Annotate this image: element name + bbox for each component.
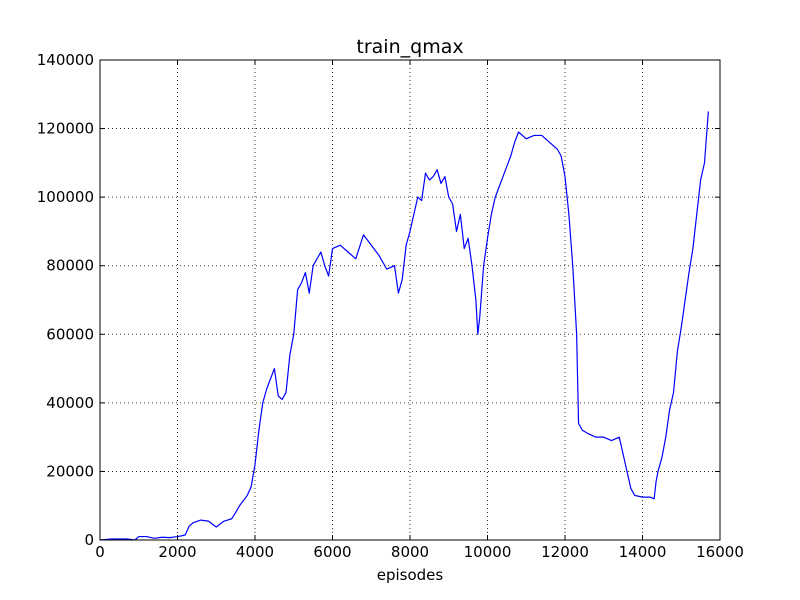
x-tick-label: 4000	[236, 543, 274, 561]
y-tick-label: 100000	[37, 188, 94, 206]
y-tick-label: 60000	[46, 325, 94, 343]
grid	[100, 60, 720, 540]
x-tick-label: 14000	[619, 543, 667, 561]
x-tick-label: 0	[95, 543, 105, 561]
x-tick-label: 12000	[541, 543, 589, 561]
y-tick-label: 40000	[46, 394, 94, 412]
y-tick-label: 140000	[37, 51, 94, 69]
axis-ticks: 0 2000 4000 6000 8000 10000 12000 14000 16000 0 20…	[37, 51, 744, 561]
y-tick-label: 0	[84, 531, 94, 549]
x-tick-label: 2000	[158, 543, 196, 561]
x-tick-label: 10000	[464, 543, 512, 561]
x-axis-label: episodes	[377, 566, 444, 584]
y-tick-label: 120000	[37, 120, 94, 138]
x-tick-label: 16000	[696, 543, 744, 561]
x-tick-label: 6000	[313, 543, 351, 561]
y-tick-label: 80000	[46, 257, 94, 275]
series-line	[99, 111, 709, 541]
y-tick-label: 20000	[46, 462, 94, 480]
x-tick-label: 8000	[391, 543, 429, 561]
chart-title: train_qmax	[356, 36, 463, 58]
